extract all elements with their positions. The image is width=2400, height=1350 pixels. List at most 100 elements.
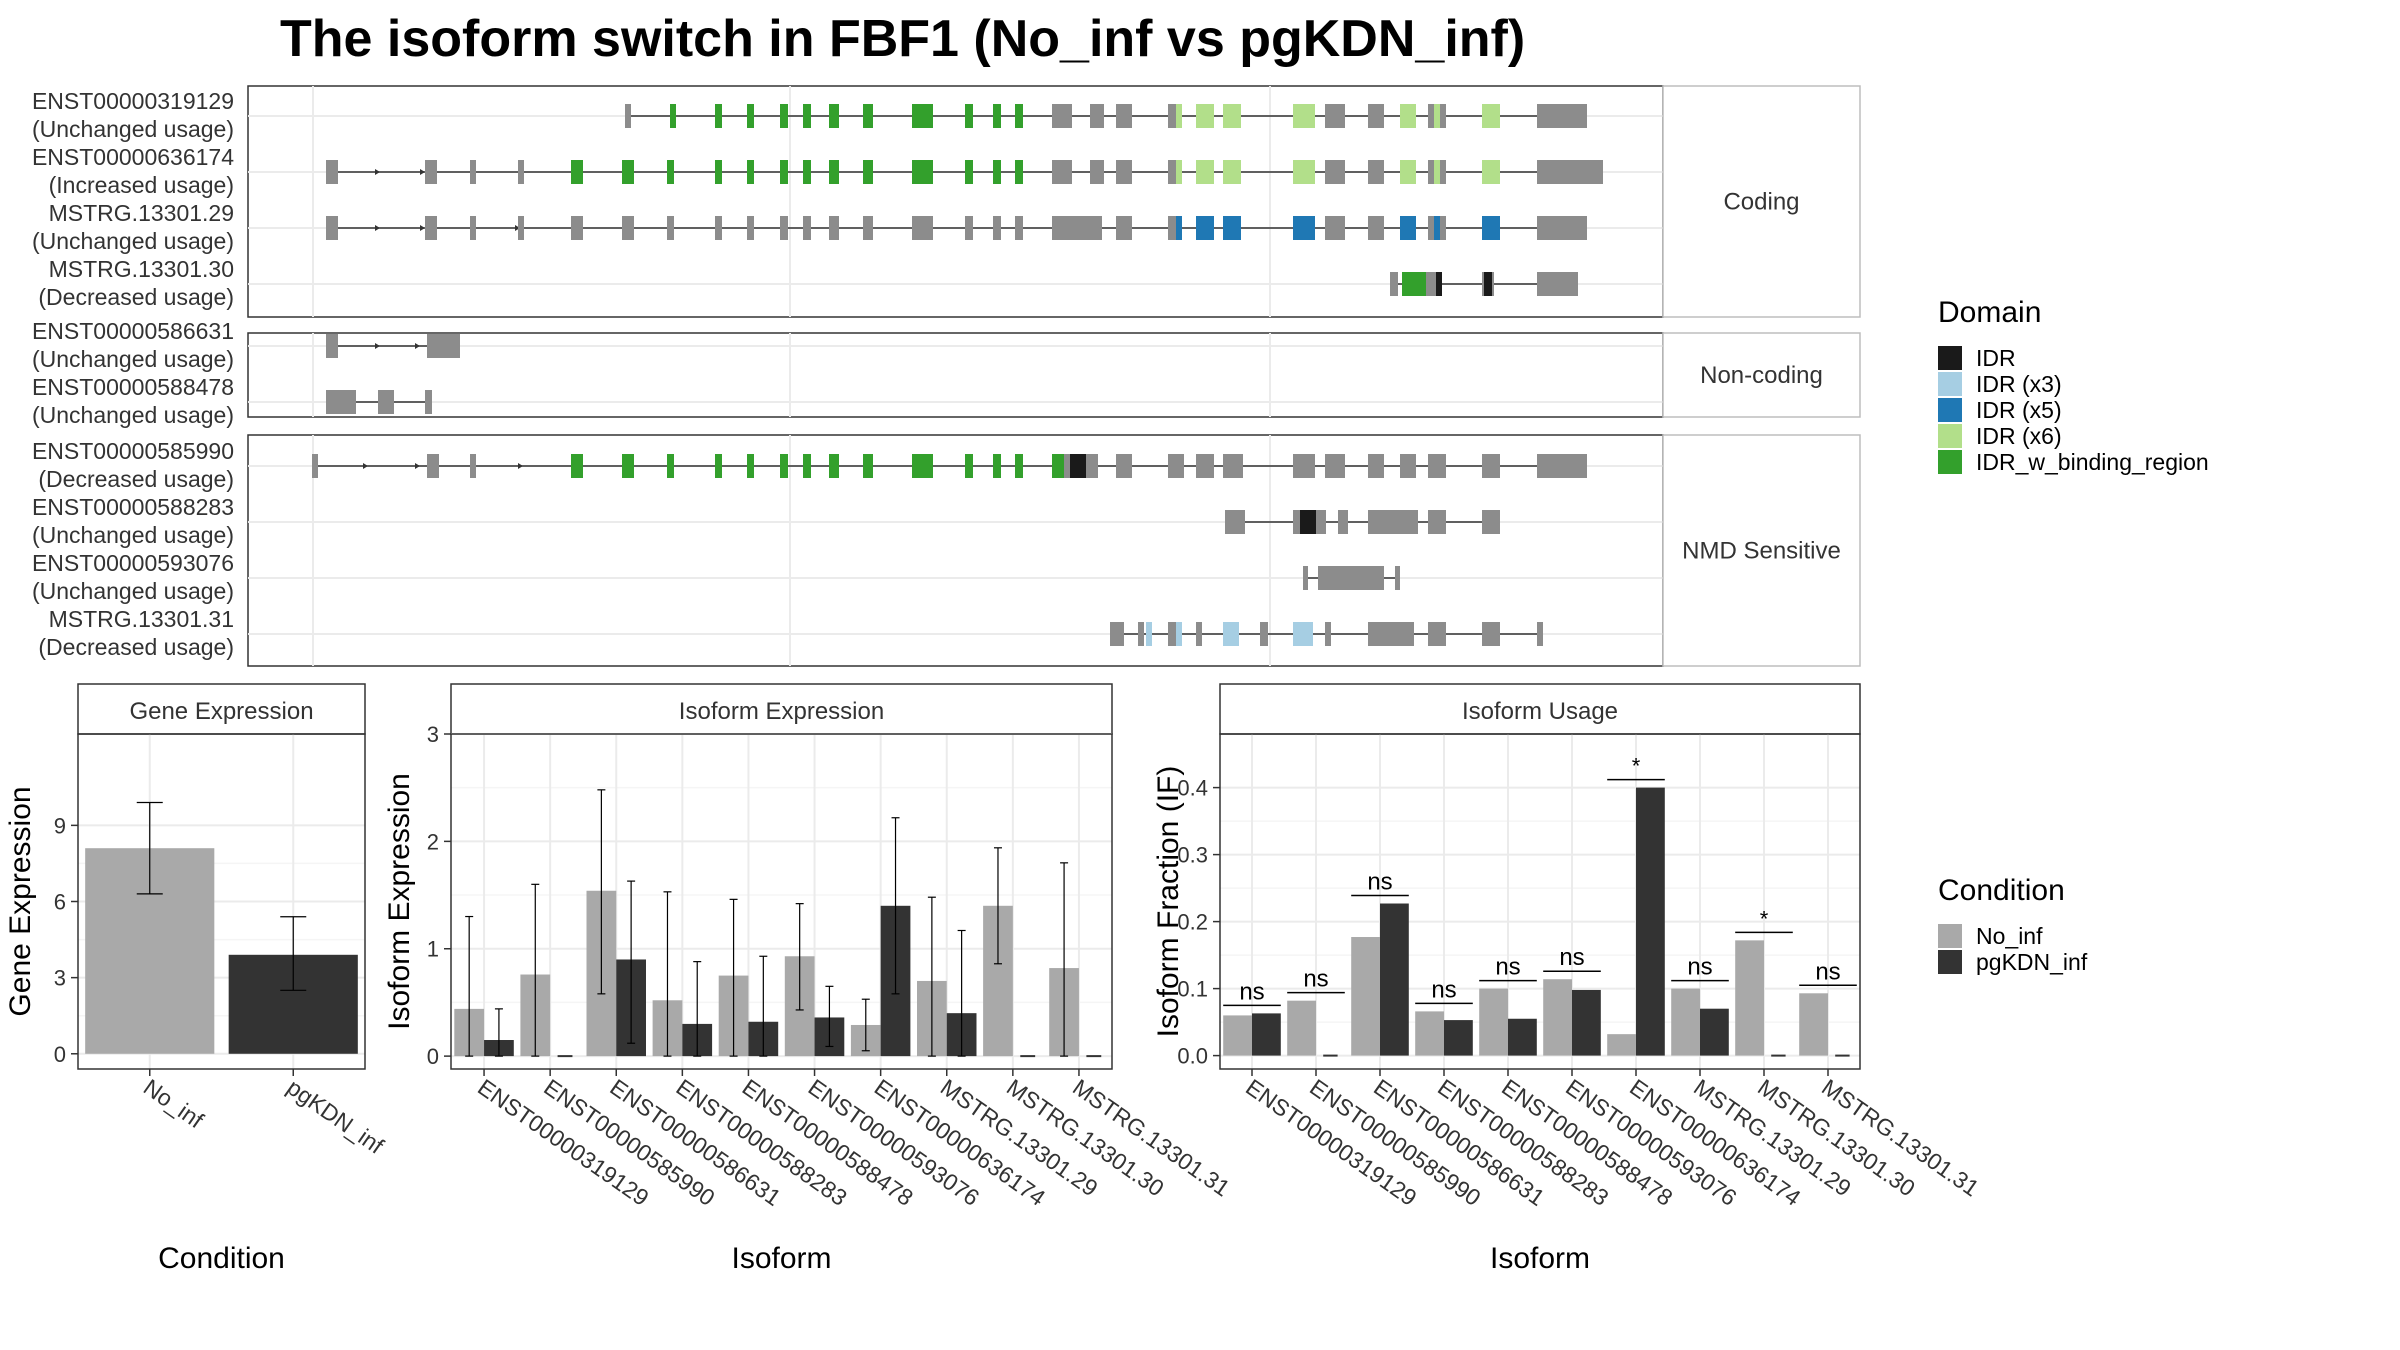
- isoform-usage-label: (Unchanged usage): [32, 346, 234, 372]
- bar: [1735, 940, 1764, 1056]
- exon: [1368, 216, 1384, 240]
- isoform-usage-label: (Unchanged usage): [32, 228, 234, 254]
- figure-title: The isoform switch in FBF1 (No_inf vs pg…: [280, 10, 1525, 68]
- exon: [965, 216, 973, 240]
- domain-segment: [829, 104, 839, 128]
- legend-label: IDR_w_binding_region: [1976, 449, 2209, 475]
- exon: [425, 216, 437, 240]
- exon: [1052, 104, 1072, 128]
- domain-segment: [1400, 160, 1416, 184]
- domain-segment: [965, 104, 973, 128]
- domain-segment: [829, 160, 839, 184]
- structure-panel-frame: [247, 85, 1664, 318]
- exon: [1116, 160, 1132, 184]
- chart: Isoform Expression0123ENST00000319129ENS…: [383, 683, 1235, 1275]
- exon: [1325, 622, 1331, 646]
- domain-segment: [863, 454, 873, 478]
- domain-segment: [1015, 454, 1023, 478]
- exon: [1110, 622, 1124, 646]
- exon: [1368, 454, 1384, 478]
- domain-segment: [715, 104, 722, 128]
- exon: [747, 216, 754, 240]
- significance-label: ns: [1495, 954, 1520, 981]
- domain-segment: [747, 160, 754, 184]
- domain-segment: [1223, 160, 1241, 184]
- x-axis-title: Isoform: [1490, 1242, 1590, 1275]
- isoform-usage-label: (Unchanged usage): [32, 402, 234, 428]
- isoform-id-label: ENST00000586631: [32, 318, 234, 344]
- exon: [1196, 622, 1202, 646]
- domain-segment: [1482, 216, 1500, 240]
- exon: [1116, 216, 1132, 240]
- significance-label: ns: [1367, 869, 1392, 896]
- bar: [1543, 979, 1572, 1056]
- exon: [1225, 510, 1245, 534]
- legend-label: IDR (x3): [1976, 371, 2062, 397]
- domain-legend-title: Domain: [1938, 296, 2041, 329]
- significance-label: ns: [1687, 954, 1712, 981]
- domain-segment: [1146, 622, 1152, 646]
- exon: [326, 216, 338, 240]
- chart: Gene Expression 0 3 6 9 No_inf pgKDN_inf Condit…: [4, 683, 389, 1275]
- domain-segment: [1400, 104, 1416, 128]
- domain-segment: [863, 160, 873, 184]
- exon: [470, 216, 476, 240]
- exon: [1168, 216, 1178, 240]
- exon: [1482, 454, 1500, 478]
- exon: [1482, 510, 1500, 534]
- domain-segment: [1223, 104, 1241, 128]
- strand-arrow: [518, 463, 523, 469]
- domain-segment: [1434, 160, 1440, 184]
- condition-legend-title: Condition: [1938, 874, 2065, 907]
- domain-segment: [1015, 160, 1023, 184]
- y-tick-label: 0.3: [1177, 843, 1208, 868]
- domain-segment: [747, 104, 754, 128]
- chart: Isoform Usage 0.0 0.1 0.2 0.3 0.4 ns ns ns ns ns ns…: [1152, 683, 1984, 1275]
- domain-segment: [1196, 160, 1214, 184]
- exon: [1551, 160, 1603, 184]
- bar: [1252, 1013, 1281, 1056]
- exon: [312, 454, 318, 478]
- domain-segment: [571, 454, 583, 478]
- plot-frame: [77, 733, 366, 1070]
- legend-label: No_inf: [1976, 923, 2043, 949]
- panel-strip-label: Non-coding: [1700, 362, 1823, 389]
- structure-panel-frame: [247, 434, 1664, 667]
- domain-segment: [993, 104, 1001, 128]
- isoform-usage-label: (Decreased usage): [38, 634, 234, 660]
- bar: [1415, 1011, 1444, 1056]
- exon: [1328, 566, 1354, 590]
- domain-segment: [1293, 216, 1315, 240]
- x-axis-title: Isoform: [731, 1242, 831, 1275]
- exon: [1325, 104, 1345, 128]
- significance-label: ns: [1431, 976, 1456, 1003]
- x-tick-label: No_inf: [139, 1074, 209, 1134]
- domain-segment: [1223, 622, 1239, 646]
- exon: [326, 334, 338, 358]
- bar: [1572, 989, 1601, 1056]
- exon: [863, 216, 873, 240]
- significance-label: ns: [1239, 978, 1264, 1005]
- exon: [1428, 454, 1446, 478]
- domain-segment: [622, 160, 634, 184]
- exon: [1551, 216, 1587, 240]
- exon: [1196, 454, 1214, 478]
- exon: [470, 454, 476, 478]
- isoform-usage-label: (Increased usage): [49, 172, 234, 198]
- domain-segment: [1402, 272, 1428, 296]
- exon: [1482, 622, 1500, 646]
- domain-segment: [1482, 160, 1500, 184]
- exon: [1090, 160, 1104, 184]
- strand-arrow: [375, 169, 380, 175]
- bar: [1223, 1015, 1252, 1056]
- exon: [1116, 104, 1132, 128]
- y-tick-label: 3: [427, 722, 439, 747]
- exon: [1325, 160, 1345, 184]
- significance-label: ns: [1303, 966, 1328, 993]
- y-axis-title: Isoform Expression: [383, 773, 416, 1030]
- strand-arrow: [363, 463, 368, 469]
- exon: [1537, 272, 1551, 296]
- exon: [1368, 622, 1414, 646]
